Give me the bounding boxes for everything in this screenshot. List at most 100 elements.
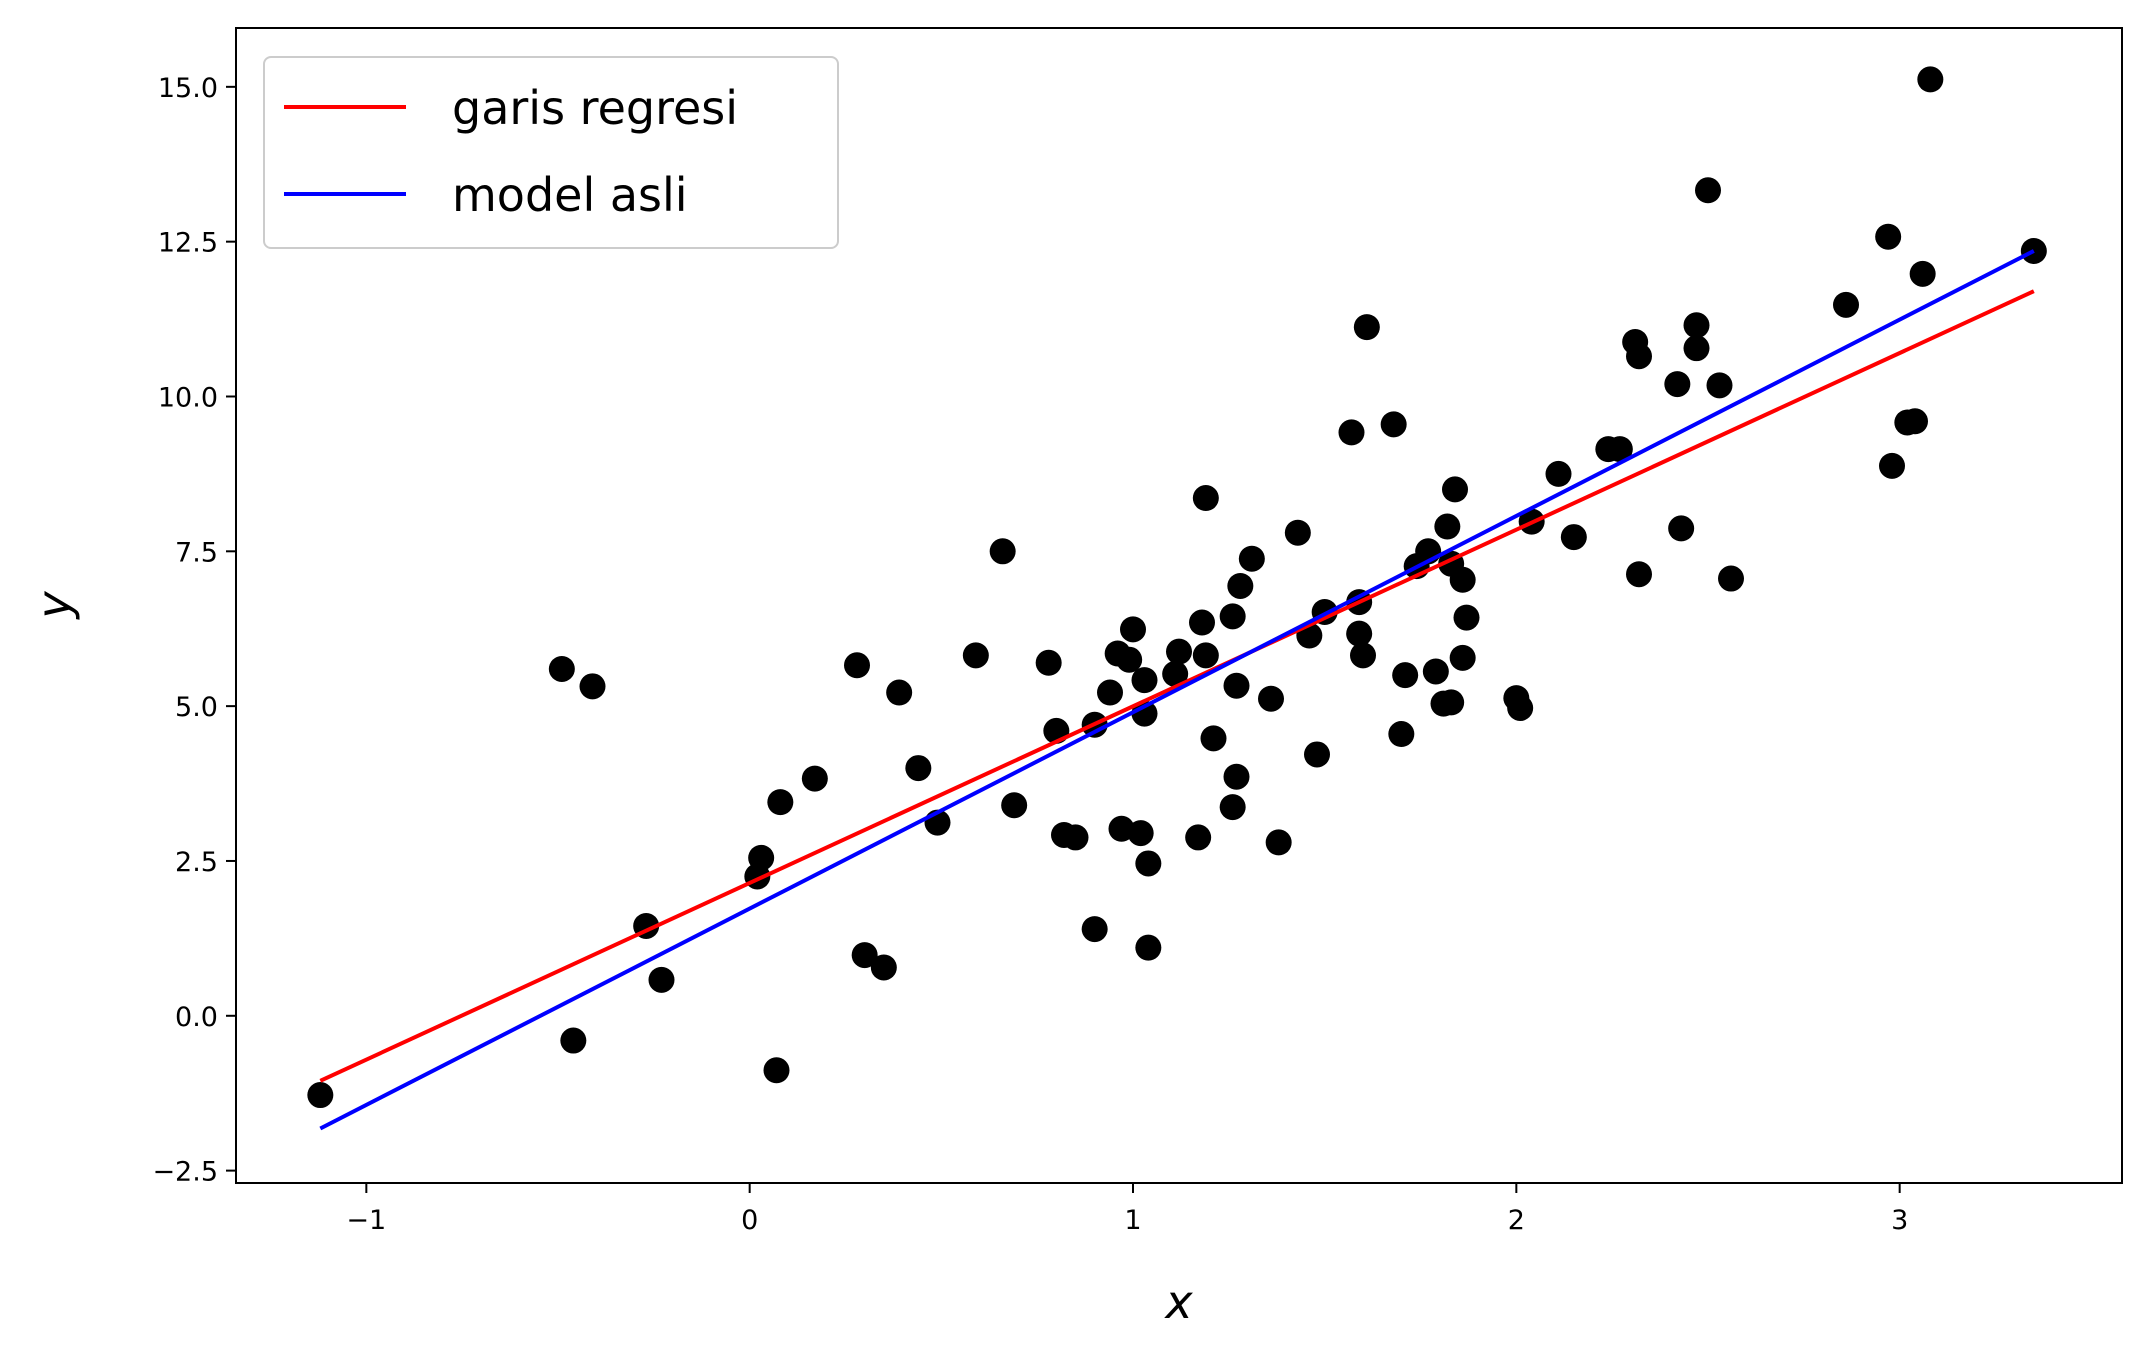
data-point bbox=[648, 966, 675, 993]
legend: garis regresi model asli bbox=[263, 56, 839, 249]
data-point bbox=[1695, 177, 1721, 204]
data-point bbox=[748, 844, 775, 871]
legend-box bbox=[263, 56, 839, 249]
data-point bbox=[1135, 850, 1162, 877]
data-point bbox=[548, 655, 575, 682]
data-point bbox=[763, 1057, 790, 1084]
data-point bbox=[989, 538, 1016, 565]
series-line-garis-regresi bbox=[319, 289, 2035, 1083]
x-tick-label: 2 bbox=[1508, 1205, 1525, 1236]
data-point bbox=[1062, 824, 1089, 851]
data-point bbox=[1438, 689, 1465, 716]
data-point bbox=[1668, 515, 1695, 542]
data-point bbox=[1664, 371, 1691, 398]
x-tick-label: 3 bbox=[1891, 1205, 1908, 1236]
data-point bbox=[851, 942, 878, 969]
data-point bbox=[1035, 649, 1062, 676]
data-point bbox=[905, 755, 932, 782]
data-point bbox=[1185, 824, 1212, 851]
legend-label-model-asli: model asli bbox=[452, 168, 688, 222]
data-point bbox=[1449, 644, 1476, 671]
data-point bbox=[1392, 662, 1419, 689]
data-point bbox=[1338, 419, 1365, 446]
data-point bbox=[1560, 524, 1587, 551]
data-point bbox=[886, 679, 913, 706]
x-tick-label: 1 bbox=[1124, 1205, 1141, 1236]
y-tick-label: 15.0 bbox=[158, 73, 218, 104]
data-point bbox=[1875, 223, 1902, 250]
data-point bbox=[1706, 372, 1733, 399]
x-tick-label: −1 bbox=[346, 1205, 386, 1236]
y-tick-label: 7.5 bbox=[175, 537, 218, 568]
data-point bbox=[1081, 916, 1108, 943]
data-point bbox=[560, 1027, 587, 1054]
data-point bbox=[1545, 460, 1572, 487]
data-point bbox=[1683, 312, 1710, 339]
data-point bbox=[1449, 566, 1476, 593]
data-point bbox=[1350, 642, 1376, 669]
data-point bbox=[1162, 660, 1189, 687]
data-point bbox=[1507, 694, 1534, 721]
data-point bbox=[1219, 794, 1246, 821]
data-point bbox=[1192, 485, 1219, 512]
data-point bbox=[1442, 476, 1468, 503]
data-point bbox=[1380, 411, 1407, 438]
y-axis-label: y bbox=[27, 591, 81, 621]
y-tick-label: 10.0 bbox=[158, 382, 218, 413]
data-point bbox=[1135, 934, 1162, 961]
y-tick-label: −2.5 bbox=[152, 1157, 218, 1188]
data-point bbox=[1626, 343, 1652, 370]
data-point bbox=[1284, 519, 1311, 546]
data-point bbox=[1718, 565, 1744, 592]
y-tick-label: 5.0 bbox=[175, 692, 218, 723]
data-point bbox=[1223, 672, 1250, 699]
legend-label-garis-regresi: garis regresi bbox=[452, 81, 738, 135]
data-point bbox=[1917, 66, 1944, 93]
plot-area-frame bbox=[235, 27, 2123, 1184]
data-point bbox=[1683, 335, 1710, 362]
data-point bbox=[1227, 572, 1254, 599]
data-point bbox=[1189, 609, 1215, 636]
data-point bbox=[1626, 561, 1652, 588]
data-point bbox=[1606, 436, 1633, 463]
data-point bbox=[1200, 725, 1227, 752]
y-tick-label: 0.0 bbox=[175, 1002, 218, 1033]
data-point bbox=[1453, 604, 1480, 631]
data-point bbox=[1353, 314, 1380, 341]
y-tick-label: 12.5 bbox=[158, 228, 218, 259]
plot-layer bbox=[307, 66, 2047, 1131]
tick-layer: −1 0 1 2 3 −2.5 0.0 2.5 5.0 7.5 10.0 12.5 15.0 bbox=[152, 73, 1908, 1236]
data-point bbox=[1346, 620, 1373, 647]
data-point bbox=[1422, 658, 1449, 685]
data-point bbox=[1219, 603, 1246, 630]
data-point bbox=[579, 673, 606, 700]
data-point bbox=[1238, 545, 1265, 572]
data-point bbox=[1116, 646, 1143, 673]
data-point bbox=[1223, 763, 1250, 790]
data-point bbox=[1304, 741, 1330, 768]
data-point bbox=[1131, 667, 1158, 694]
data-point bbox=[1097, 679, 1123, 706]
data-point bbox=[307, 1082, 334, 1109]
data-point bbox=[767, 789, 794, 816]
data-point bbox=[1192, 642, 1219, 669]
data-point bbox=[1166, 638, 1192, 665]
data-point bbox=[1388, 721, 1415, 748]
x-axis-label: x bbox=[1163, 1275, 1193, 1329]
data-point bbox=[1258, 685, 1284, 712]
series-line-model-asli bbox=[319, 249, 2035, 1131]
data-point bbox=[870, 954, 897, 981]
data-point bbox=[1902, 408, 1928, 435]
data-point bbox=[1265, 829, 1292, 856]
data-point bbox=[1879, 452, 1905, 479]
data-point bbox=[801, 765, 828, 792]
data-point bbox=[1434, 513, 1461, 540]
y-tick-label: 2.5 bbox=[175, 847, 218, 878]
data-point bbox=[1909, 260, 1936, 287]
data-point bbox=[1131, 700, 1158, 727]
data-point bbox=[1120, 616, 1146, 643]
x-tick-label: 0 bbox=[741, 1205, 758, 1236]
data-point bbox=[962, 642, 989, 669]
data-point bbox=[1833, 291, 1859, 318]
